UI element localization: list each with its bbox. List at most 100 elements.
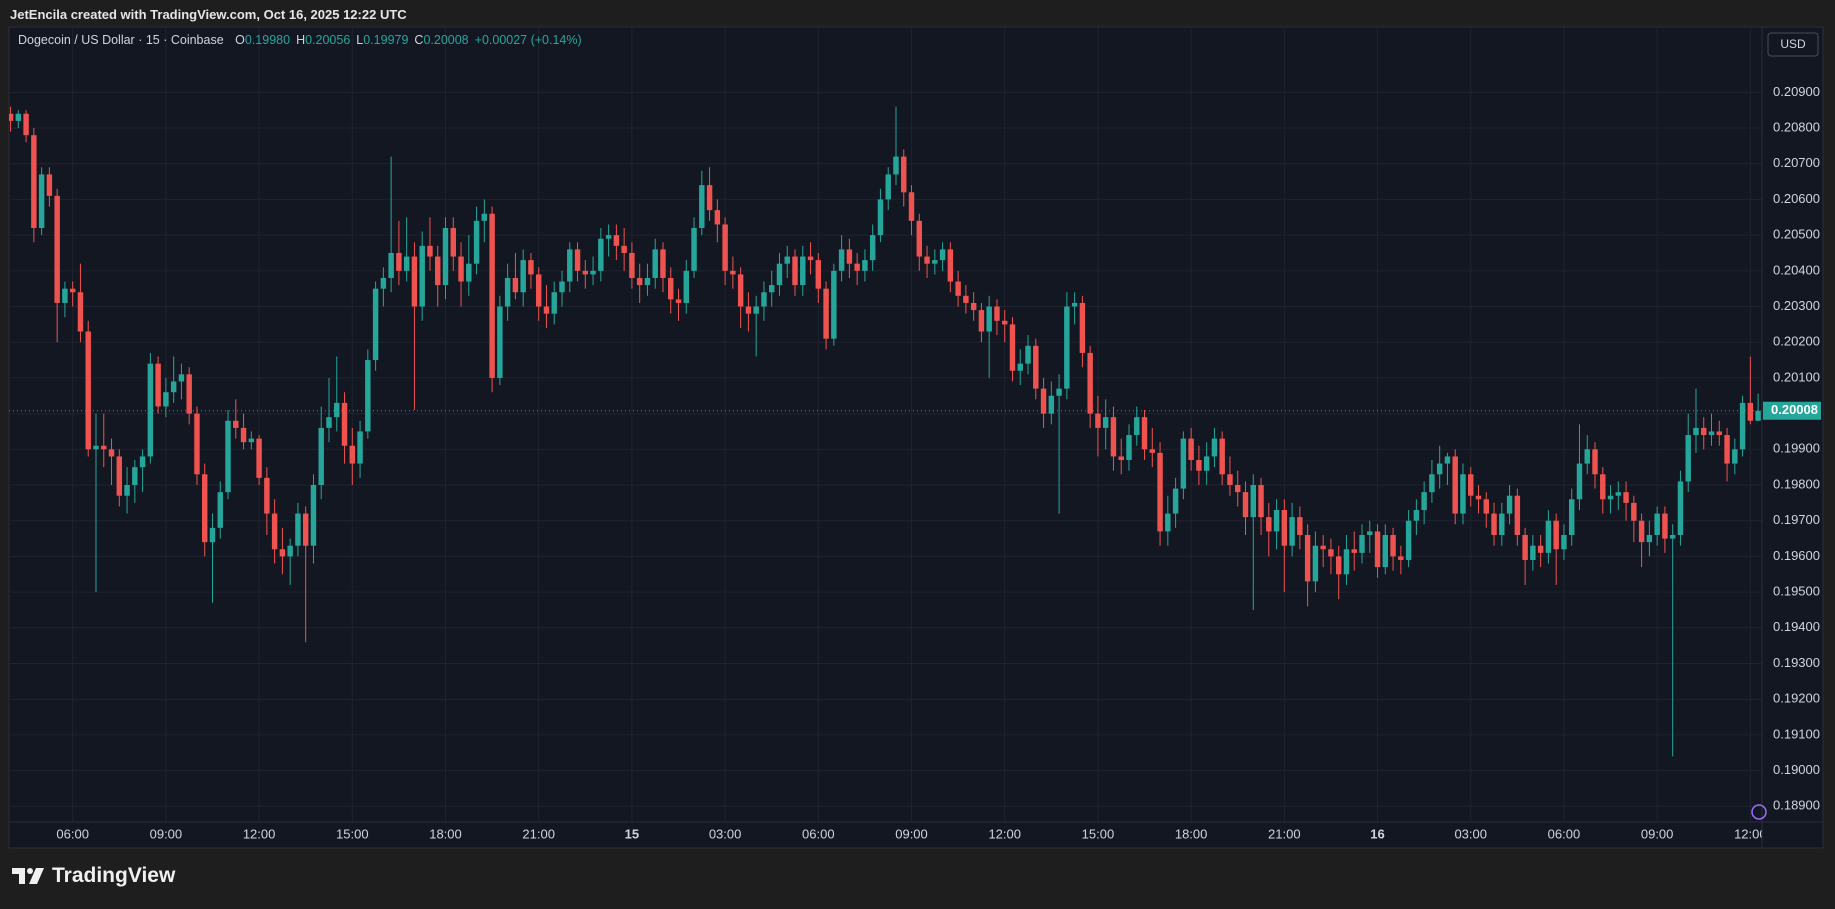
x-tick-label: 03:00 [709, 826, 742, 841]
candle-body [139, 456, 146, 468]
candle-body [683, 270, 689, 303]
candle-body [1374, 531, 1381, 568]
candle-body [388, 252, 394, 278]
candle-body [264, 477, 270, 514]
candle-body [1071, 302, 1078, 307]
candle-body [1242, 492, 1249, 518]
candle-body [955, 281, 961, 296]
candle-body [924, 256, 930, 264]
candle-body [427, 245, 433, 257]
candle-body [846, 249, 853, 264]
candle-body [334, 402, 340, 418]
candle-body [1421, 492, 1427, 510]
currency-box[interactable] [1767, 32, 1819, 57]
candle-body [326, 417, 332, 428]
y-tick-label: 0.20400 [1773, 262, 1820, 277]
candle-body [535, 274, 542, 307]
candle-body [1188, 438, 1194, 461]
candle-body [349, 445, 356, 464]
candle-body [147, 363, 154, 457]
candle-body [1631, 502, 1637, 521]
candle-body [1002, 320, 1008, 325]
candle-body [1281, 509, 1288, 546]
candle-body [411, 256, 418, 307]
candle-body [1646, 534, 1653, 543]
x-tick-label: 06:00 [56, 826, 89, 841]
candle-body [1087, 352, 1093, 414]
candle-body [1056, 388, 1062, 396]
candle-body [1592, 449, 1598, 475]
candle-body [1390, 534, 1396, 557]
y-tick-label: 0.20900 [1773, 84, 1820, 99]
candle-body [1149, 449, 1156, 453]
chart-panel [8, 26, 1824, 849]
candle-body [1172, 488, 1179, 514]
candle-body [714, 210, 721, 225]
y-tick-label: 0.19800 [1773, 476, 1820, 491]
assistant-icon[interactable] [1751, 804, 1767, 820]
candle-body [1095, 413, 1101, 428]
candle-body [1343, 549, 1350, 575]
time-axis: 06:00 09:00 12:00 15:00 18:00 21:00 15 03:00 06:… [56, 826, 1762, 841]
candle-body [652, 249, 658, 278]
y-tick-label: 0.20500 [1773, 227, 1820, 242]
candle-body [1040, 388, 1047, 414]
y-tick-label: 0.19600 [1773, 548, 1820, 563]
grid [9, 27, 1762, 822]
candle-body [1654, 513, 1660, 535]
candle-body [1514, 495, 1521, 535]
candle-body [807, 256, 814, 261]
candle-body [986, 306, 992, 332]
candle-body [598, 238, 604, 271]
candle-body [675, 299, 682, 303]
candles [9, 106, 1762, 757]
candle-body [1499, 513, 1505, 535]
candle-body [256, 438, 262, 478]
candle-body [869, 235, 876, 261]
x-tick-label: 16 [1370, 826, 1384, 841]
candle-body [512, 277, 519, 293]
candle-body [994, 306, 1000, 321]
candle-body [1017, 363, 1023, 371]
x-tick-label: 03:00 [1454, 826, 1487, 841]
candle-body [854, 263, 860, 271]
candle-body [574, 249, 581, 271]
candle-body [1693, 427, 1699, 436]
y-tick-label: 0.19700 [1773, 512, 1820, 527]
candle-body [93, 445, 99, 450]
candle-body [108, 449, 115, 457]
candle-body [636, 277, 643, 286]
candle-body [1444, 456, 1451, 464]
candle-body [613, 235, 620, 246]
y-tick-label: 0.19400 [1773, 619, 1820, 634]
candle-body [1359, 534, 1365, 553]
candle-body [792, 256, 798, 286]
candle-body [1685, 435, 1691, 482]
candle-body [932, 260, 938, 264]
candle-body [543, 306, 550, 314]
candle-body [1165, 513, 1171, 532]
candle-body [1677, 481, 1684, 535]
candle-body [1250, 485, 1256, 518]
candle-body [380, 277, 387, 289]
candle-body [761, 292, 767, 307]
candle-body [815, 260, 822, 289]
candle-body [1273, 509, 1280, 532]
candle-body [225, 420, 231, 493]
y-tick-label: 0.18900 [1773, 798, 1820, 813]
x-tick-label: 06:00 [1548, 826, 1581, 841]
candle-body [466, 263, 472, 282]
candle-body [1227, 474, 1233, 486]
currency[interactable]: USD [1780, 37, 1806, 51]
candle-body [124, 485, 130, 496]
candle-body [279, 549, 286, 557]
candle-body [1219, 438, 1225, 475]
symbol: Dogecoin / US Dollar · 15 · Coinbase [18, 33, 224, 47]
y-tick-label: 0.20200 [1773, 334, 1820, 349]
candle-body [101, 445, 107, 450]
legend-value: 0.20008 [423, 33, 469, 47]
y-tick-label: 0.19900 [1773, 441, 1820, 456]
candle-body [1413, 509, 1420, 521]
candle-body [567, 249, 573, 282]
